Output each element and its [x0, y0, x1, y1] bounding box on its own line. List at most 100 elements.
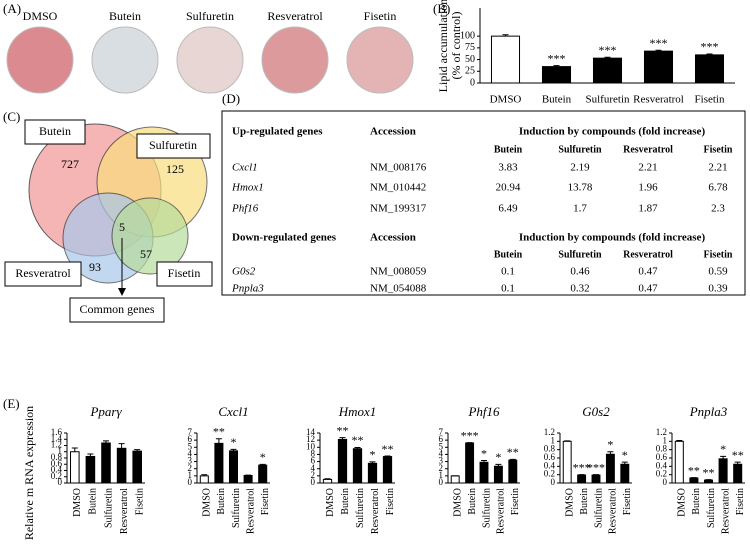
table-cell: NM_199317: [370, 203, 427, 215]
label-box: [4, 261, 82, 287]
error-bar: [604, 56, 611, 59]
y-tick-label: 1: [188, 470, 193, 480]
bar: [85, 455, 96, 484]
dish: [6, 26, 74, 94]
x-tick-label: Fisetin: [385, 488, 396, 515]
x-tick-label: DMSO: [677, 488, 688, 517]
x-tick-label: Resveratrol: [119, 488, 130, 534]
table-cell: 2.19: [570, 162, 590, 174]
y-tick-label: 0.8: [51, 452, 63, 462]
significance: *: [231, 435, 237, 449]
y-tick-label: 100: [460, 30, 475, 41]
y-tick-label: 0: [663, 477, 668, 487]
dish-label: Sulfuretin: [186, 9, 234, 23]
y-tick-label: 6: [439, 434, 444, 444]
table-cell: 0.32: [570, 283, 589, 295]
label-box: [69, 297, 165, 323]
significance: ***: [573, 460, 591, 474]
bar: [592, 57, 623, 84]
panel-label: (B): [433, 1, 450, 16]
table-cell: 0.39: [708, 283, 728, 295]
bar: [243, 475, 253, 484]
y-tick-label: 2: [311, 470, 316, 480]
column-header: Fisetin: [704, 144, 733, 155]
dish: [176, 26, 244, 94]
x-tick-label: Resveratrol: [496, 488, 507, 534]
x-tick-label: Resveratrol: [245, 488, 256, 534]
significance: ***: [587, 460, 605, 474]
column-header: Sulfuretin: [558, 144, 602, 155]
x-tick-label: Sulfuretin: [586, 94, 630, 106]
y-tick-label: 8: [311, 448, 316, 458]
error-bar: [502, 34, 509, 37]
bar: [258, 464, 268, 484]
x-tick-label: Fisetin: [134, 488, 145, 515]
common-label: Common genes: [80, 302, 155, 316]
bar: [591, 474, 601, 484]
significance: *: [260, 450, 266, 464]
significance: **: [213, 424, 225, 438]
table-header: Induction by compounds (fold increase): [519, 126, 706, 138]
table-header: Accession: [370, 232, 416, 244]
y-tick-label: 50: [465, 54, 475, 65]
y-tick-label: 10: [306, 441, 316, 451]
bar: [70, 451, 80, 484]
y-tick-label: 1.2: [656, 427, 667, 437]
set-label: Butein: [39, 124, 71, 138]
y-tick-label: 1.4: [51, 433, 63, 443]
chart-title: Cxcl1: [218, 404, 248, 419]
x-tick-label: DMSO: [564, 488, 575, 517]
significance: ***: [701, 40, 719, 54]
y-tick-label: 75: [465, 42, 475, 53]
count: 125: [166, 162, 184, 176]
y-tick-label: 0: [58, 477, 63, 487]
table-cell: NM_010442: [370, 182, 426, 194]
table-header: Accession: [370, 126, 416, 138]
x-tick-label: Butein: [691, 488, 702, 515]
table-cell: NM_054088: [370, 283, 427, 295]
y-tick-label: 0.2: [656, 469, 667, 479]
dish-label: DMSO: [23, 9, 58, 23]
chart-title: Pparγ: [89, 404, 122, 419]
table-cell: Pnpla3: [231, 283, 264, 295]
y-tick-label: 0.4: [51, 465, 63, 475]
y-tick-label: 5: [188, 441, 193, 451]
bar: [382, 456, 393, 484]
y-tick-label: 25: [465, 66, 475, 77]
bar: [689, 477, 699, 484]
significance: **: [337, 423, 349, 437]
error-bar: [734, 461, 741, 465]
error-bar: [369, 461, 376, 464]
error-bar: [339, 437, 346, 440]
y-tick-label: 1.6: [51, 427, 63, 437]
bar: [694, 54, 725, 84]
bar: [703, 479, 714, 484]
table-cell: 2.21: [638, 162, 657, 174]
y-axis-label: (% of control): [449, 12, 463, 80]
y-tick-label: 0.8: [656, 444, 668, 454]
significance: **: [382, 442, 394, 456]
y-tick-label: 0.8: [544, 444, 556, 454]
bar: [541, 66, 572, 84]
table-cell: 0.59: [708, 266, 728, 278]
x-tick-label: Fisetin: [622, 488, 633, 515]
table-cell: 0.1: [501, 266, 515, 278]
y-tick-label: 1: [663, 435, 668, 445]
y-tick-label: 4: [439, 448, 444, 458]
y-tick-label: 7: [439, 427, 444, 437]
significance: *: [607, 438, 613, 452]
table-cell: 13.78: [568, 182, 593, 194]
chart-title: G0s2: [582, 404, 610, 419]
error-bar: [134, 449, 141, 452]
bar: [116, 447, 127, 484]
significance: ***: [599, 43, 617, 57]
y-tick-label: 0: [188, 477, 193, 487]
bar: [620, 463, 630, 484]
y-tick-label: 1.2: [51, 440, 62, 450]
error-bar: [103, 440, 109, 443]
table-cell: 1.87: [638, 203, 658, 215]
label-box: [156, 261, 213, 287]
x-tick-label: DMSO: [202, 488, 213, 517]
significance: ***: [461, 428, 479, 442]
error-bar: [230, 448, 237, 451]
